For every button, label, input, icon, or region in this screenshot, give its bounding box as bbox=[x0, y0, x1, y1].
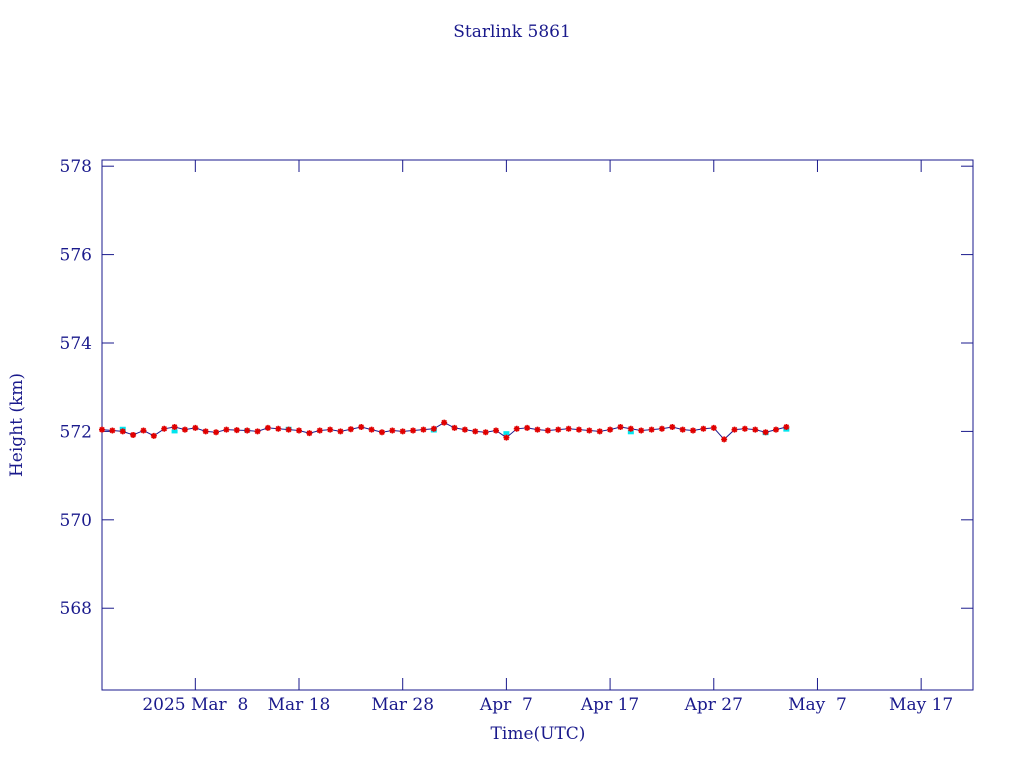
point-marker bbox=[741, 425, 748, 432]
point-marker bbox=[327, 426, 334, 433]
point-marker bbox=[316, 427, 323, 434]
point-marker bbox=[710, 424, 717, 431]
point-marker bbox=[534, 426, 541, 433]
point-marker bbox=[607, 426, 614, 433]
x-tick-label: Apr 7 bbox=[479, 695, 533, 715]
point-marker bbox=[389, 427, 396, 434]
chart-title: Starlink 5861 bbox=[453, 22, 571, 42]
point-marker bbox=[171, 423, 178, 430]
point-marker bbox=[347, 426, 354, 433]
x-tick-label: Apr 17 bbox=[580, 695, 639, 715]
point-marker bbox=[638, 427, 645, 434]
point-marker bbox=[752, 426, 759, 433]
point-marker bbox=[378, 429, 385, 436]
point-marker bbox=[306, 430, 313, 437]
point-marker bbox=[503, 434, 510, 441]
point-marker bbox=[140, 427, 147, 434]
x-tick-label: Apr 27 bbox=[684, 695, 743, 715]
point-marker bbox=[596, 428, 603, 435]
x-tick-label: 2025 Mar 8 bbox=[142, 695, 248, 715]
point-marker bbox=[264, 424, 271, 431]
y-tick-label: 578 bbox=[60, 157, 92, 177]
point-marker bbox=[586, 427, 593, 434]
point-marker bbox=[430, 425, 437, 432]
x-tick-label: Mar 18 bbox=[268, 695, 331, 715]
point-marker bbox=[690, 427, 697, 434]
x-tick-label: May 7 bbox=[788, 695, 847, 715]
point-marker bbox=[565, 425, 572, 432]
point-marker bbox=[99, 426, 105, 433]
point-marker bbox=[658, 425, 665, 432]
point-marker bbox=[555, 426, 562, 433]
point-marker bbox=[213, 429, 220, 436]
point-marker bbox=[285, 426, 292, 433]
y-tick-label: 568 bbox=[60, 599, 92, 619]
point-marker bbox=[503, 431, 510, 436]
point-marker bbox=[700, 425, 707, 432]
y-tick-label: 572 bbox=[60, 422, 92, 442]
point-marker bbox=[192, 424, 199, 431]
point-marker bbox=[254, 428, 261, 435]
point-marker bbox=[513, 425, 520, 432]
point-marker bbox=[181, 426, 188, 433]
point-marker bbox=[627, 430, 634, 435]
point-marker bbox=[482, 429, 489, 436]
point-marker bbox=[762, 429, 769, 436]
point-marker bbox=[399, 428, 406, 435]
point-marker bbox=[410, 427, 417, 434]
point-marker bbox=[171, 429, 178, 434]
point-marker bbox=[783, 423, 790, 430]
point-marker bbox=[669, 423, 676, 430]
plot-frame bbox=[101, 159, 974, 691]
point-marker bbox=[493, 427, 500, 434]
point-marker bbox=[150, 432, 157, 439]
point-marker bbox=[296, 427, 303, 434]
point-marker bbox=[244, 427, 251, 434]
point-marker bbox=[368, 426, 375, 433]
point-marker bbox=[731, 426, 738, 433]
point-marker bbox=[202, 428, 209, 435]
point-marker bbox=[275, 425, 282, 432]
point-marker bbox=[679, 426, 686, 433]
point-marker bbox=[472, 428, 479, 435]
x-axis-label: Time(UTC) bbox=[491, 724, 586, 744]
x-tick-label: May 17 bbox=[889, 695, 953, 715]
point-marker bbox=[524, 424, 531, 431]
point-marker bbox=[544, 427, 551, 434]
point-marker bbox=[772, 426, 779, 433]
point-marker bbox=[337, 428, 344, 435]
point-marker bbox=[461, 426, 468, 433]
point-marker bbox=[358, 423, 365, 430]
point-marker bbox=[441, 419, 448, 426]
point-marker bbox=[233, 427, 240, 434]
point-marker bbox=[721, 436, 728, 443]
point-marker bbox=[420, 426, 427, 433]
point-marker bbox=[451, 424, 458, 431]
y-tick-label: 570 bbox=[60, 511, 92, 531]
y-tick-label: 574 bbox=[60, 334, 92, 354]
point-marker bbox=[223, 426, 230, 433]
point-marker bbox=[130, 431, 137, 438]
y-axis-label: Height (km) bbox=[7, 373, 27, 477]
x-tick-label: Mar 28 bbox=[371, 695, 434, 715]
point-marker bbox=[617, 423, 624, 430]
y-tick-label: 576 bbox=[60, 246, 92, 266]
point-marker bbox=[119, 428, 126, 435]
point-marker bbox=[109, 427, 116, 434]
point-marker bbox=[575, 426, 582, 433]
point-marker bbox=[161, 425, 168, 432]
point-marker bbox=[648, 426, 655, 433]
point-marker bbox=[627, 425, 634, 432]
